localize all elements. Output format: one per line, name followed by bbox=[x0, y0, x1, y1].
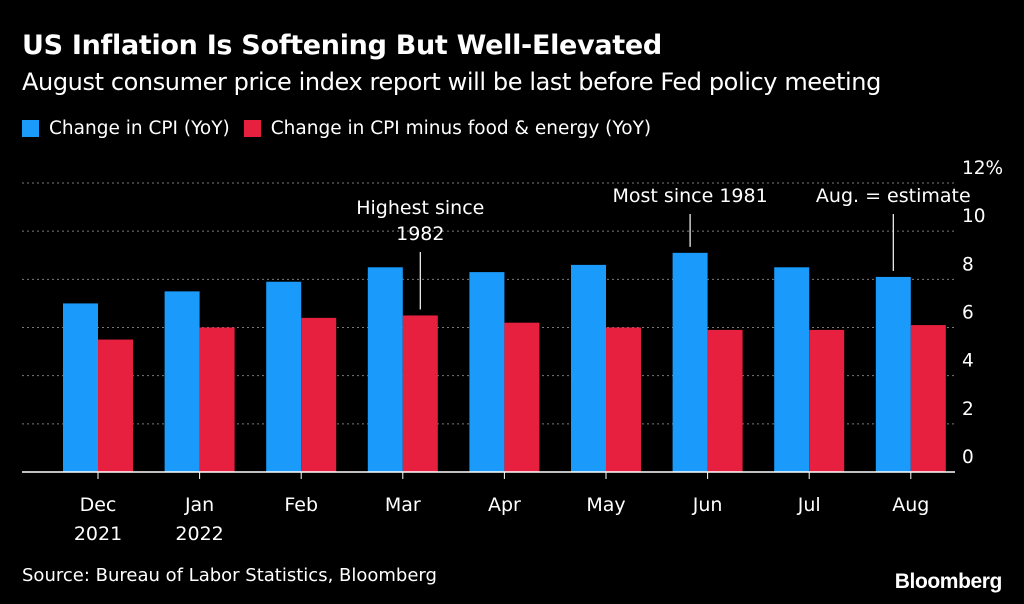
bar-core-cpi bbox=[301, 317, 337, 472]
chart-subtitle: August consumer price index report will … bbox=[22, 68, 881, 96]
legend-swatch-cpi bbox=[22, 120, 39, 137]
y-tick-label: 10 bbox=[962, 206, 986, 227]
annotation-label: 1982 bbox=[396, 223, 444, 245]
y-tick-label: 8 bbox=[962, 254, 974, 275]
legend-label-core-cpi: Change in CPI minus food & energy (YoY) bbox=[270, 118, 652, 139]
bar-cpi bbox=[774, 267, 810, 472]
bar-cpi bbox=[875, 276, 911, 472]
y-tick-label: 4 bbox=[962, 351, 974, 372]
bar-cpi bbox=[367, 267, 403, 472]
bar-core-cpi bbox=[910, 325, 946, 472]
bar-core-cpi bbox=[199, 327, 235, 472]
bar-core-cpi bbox=[402, 315, 438, 472]
y-tick-label: 12% bbox=[962, 158, 1003, 179]
bar-core-cpi bbox=[504, 322, 540, 472]
x-tick-label: 2021 bbox=[74, 523, 122, 545]
bar-cpi bbox=[164, 291, 200, 472]
bar-cpi bbox=[469, 272, 505, 472]
x-tick-label: Feb bbox=[284, 494, 318, 516]
legend-label-cpi: Change in CPI (YoY) bbox=[49, 118, 230, 139]
y-tick-label: 2 bbox=[962, 399, 974, 420]
bar-core-cpi bbox=[98, 339, 133, 472]
bar-cpi bbox=[571, 264, 606, 472]
legend-swatch-core-cpi bbox=[243, 120, 261, 137]
bar-cpi bbox=[63, 303, 98, 472]
bar-core-cpi bbox=[707, 329, 743, 472]
legend: Change in CPI (YoY) Change in CPI minus … bbox=[22, 118, 665, 139]
bar-core-cpi bbox=[606, 327, 641, 472]
bar-core-cpi bbox=[809, 329, 845, 472]
x-tick-label: 2022 bbox=[175, 523, 223, 545]
x-tick-label: Mar bbox=[385, 494, 421, 516]
source-note: Source: Bureau of Labor Statistics, Bloo… bbox=[22, 565, 437, 586]
y-tick-label: 0 bbox=[962, 447, 974, 468]
bar-cpi bbox=[266, 281, 302, 472]
x-tick-label: Aug bbox=[892, 494, 929, 516]
x-tick-label: Jun bbox=[692, 494, 723, 516]
x-tick-label: Apr bbox=[488, 494, 521, 516]
bloomberg-logo: Bloomberg bbox=[894, 570, 1003, 593]
chart-title: US Inflation Is Softening But Well-Eleva… bbox=[22, 30, 662, 61]
x-tick-label: Dec bbox=[80, 494, 117, 516]
x-tick-label: Jul bbox=[797, 494, 821, 516]
y-tick-label: 6 bbox=[962, 303, 974, 324]
annotation-label: Highest since bbox=[356, 197, 484, 219]
x-tick-label: Jan bbox=[184, 494, 214, 516]
x-tick-label: May bbox=[586, 494, 625, 516]
bar-cpi bbox=[672, 252, 708, 472]
legend-item-core-cpi: Change in CPI minus food & energy (YoY) bbox=[243, 118, 652, 139]
legend-item-cpi: Change in CPI (YoY) bbox=[22, 118, 230, 139]
annotation-label: Aug. = estimate bbox=[816, 185, 971, 207]
annotation-label: Most since 1981 bbox=[613, 185, 768, 207]
